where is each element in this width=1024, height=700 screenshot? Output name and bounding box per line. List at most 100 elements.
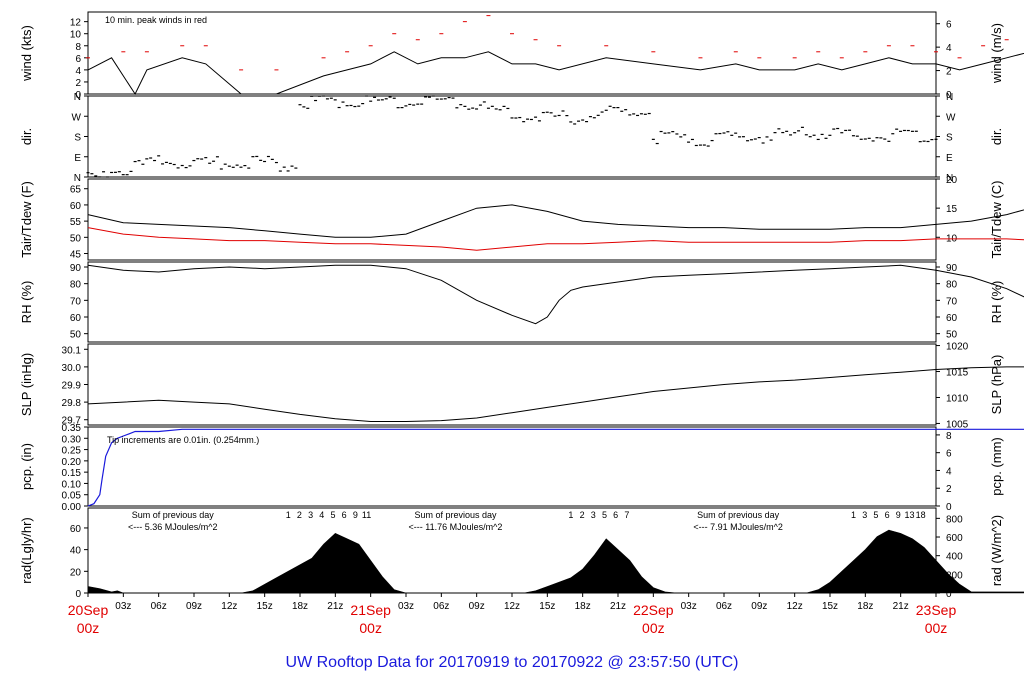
right-tick-label: E bbox=[946, 153, 953, 164]
left-tick-label: 50 bbox=[70, 330, 82, 341]
right-tick-label: 8 bbox=[946, 431, 952, 442]
sum-label: Sum of previous day bbox=[697, 510, 780, 520]
left-tick-label: 12 bbox=[70, 18, 82, 29]
right-axis-label: dir. bbox=[989, 128, 1004, 145]
x-tick-label: 15z bbox=[257, 601, 273, 612]
rad-hour-label: 4 bbox=[319, 510, 324, 520]
sum-label: Sum of previous day bbox=[132, 510, 215, 520]
right-tick-label: 4 bbox=[946, 466, 952, 477]
right-tick-label: 0 bbox=[946, 589, 952, 600]
rad-hour-label: 1 bbox=[568, 510, 573, 520]
right-tick-label: 20 bbox=[946, 175, 958, 186]
tair-line bbox=[87, 204, 1024, 238]
x-tick-label: 03z bbox=[681, 601, 697, 612]
left-tick-label: 0.25 bbox=[62, 446, 82, 457]
panel-frame bbox=[87, 261, 937, 343]
right-axis-label: rad (W/m^2) bbox=[989, 515, 1004, 586]
rad-hour-label: 18 bbox=[916, 510, 926, 520]
x-tick-label: 09z bbox=[751, 601, 767, 612]
x-tick-label: 06z bbox=[716, 601, 732, 612]
left-axis-label: rad(Lgly/hr) bbox=[19, 517, 34, 583]
left-tick-label: 30.0 bbox=[62, 363, 82, 374]
x-tick-label: 03z bbox=[398, 601, 414, 612]
right-tick-label: 800 bbox=[946, 514, 963, 525]
right-axis-label: pcp. (mm) bbox=[989, 437, 1004, 496]
rad-hour-label: 5 bbox=[602, 510, 607, 520]
right-tick-label: N bbox=[946, 92, 953, 103]
right-tick-label: 50 bbox=[946, 330, 958, 341]
radiation-area bbox=[87, 529, 1024, 594]
rad-hour-label: 6 bbox=[342, 510, 347, 520]
left-axis-label: wind (kts) bbox=[19, 25, 34, 82]
right-tick-label: 1005 bbox=[946, 419, 969, 430]
right-axis-label: SLP (hPa) bbox=[989, 355, 1004, 415]
right-tick-label: 15 bbox=[946, 204, 958, 215]
right-tick-label: 400 bbox=[946, 552, 963, 563]
rad-hour-label: 3 bbox=[591, 510, 596, 520]
left-tick-label: 90 bbox=[70, 263, 82, 274]
right-tick-label: 0 bbox=[946, 90, 952, 101]
left-tick-label: 6 bbox=[75, 54, 81, 65]
left-axis-label: SLP (inHg) bbox=[19, 353, 34, 416]
left-axis-label: RH (%) bbox=[19, 281, 34, 324]
left-tick-label: 65 bbox=[70, 185, 82, 196]
left-tick-label: 60 bbox=[70, 524, 82, 535]
rad-hour-label: 9 bbox=[896, 510, 901, 520]
left-tick-label: 0 bbox=[75, 90, 81, 101]
x-date-label: 21Sep bbox=[350, 602, 391, 618]
rad-hour-label: 5 bbox=[873, 510, 878, 520]
x-tick-label: 18z bbox=[857, 601, 873, 612]
right-tick-label: 70 bbox=[946, 296, 958, 307]
right-tick-label: 2 bbox=[946, 67, 952, 78]
x-tick-label: 12z bbox=[221, 601, 237, 612]
left-tick-label: 55 bbox=[70, 217, 82, 228]
chart-title: UW Rooftop Data for 20170919 to 20170922… bbox=[286, 654, 739, 671]
left-tick-label: 8 bbox=[75, 42, 81, 53]
rad-hour-label: 1 bbox=[851, 510, 856, 520]
wind-line bbox=[87, 51, 1024, 96]
panel-frame bbox=[87, 178, 937, 261]
left-tick-label: 4 bbox=[75, 66, 81, 77]
left-tick-label: 29.8 bbox=[62, 398, 82, 409]
x-date-label: 23Sep bbox=[916, 602, 957, 618]
right-tick-label: 60 bbox=[946, 313, 958, 324]
precip-line bbox=[87, 428, 1024, 507]
x-tick-label: 21z bbox=[327, 601, 343, 612]
panel-frame bbox=[87, 11, 937, 95]
rad-hour-label: 2 bbox=[297, 510, 302, 520]
left-axis-label: dir. bbox=[19, 128, 34, 145]
left-tick-label: 2 bbox=[75, 78, 81, 89]
rad-hour-label: 1 bbox=[286, 510, 291, 520]
left-tick-label: 80 bbox=[70, 280, 82, 291]
rad-hour-label: 7 bbox=[624, 510, 629, 520]
tdew-line bbox=[87, 227, 1024, 251]
rh-line bbox=[87, 264, 1024, 325]
x-tick-label: 21z bbox=[893, 601, 909, 612]
right-tick-label: W bbox=[946, 112, 956, 123]
right-axis-label: Tair/Tdew (C) bbox=[989, 180, 1004, 258]
rad-hour-label: 11 bbox=[362, 510, 371, 520]
left-tick-label: 0.05 bbox=[62, 491, 82, 502]
slp-line bbox=[87, 366, 1024, 422]
left-tick-label: W bbox=[72, 112, 82, 123]
x-tick-label: 12z bbox=[504, 601, 520, 612]
sum-value: <--- 11.76 MJoules/m^2 bbox=[409, 522, 503, 532]
left-tick-label: 0 bbox=[75, 589, 81, 600]
rad-hour-label: 5 bbox=[330, 510, 335, 520]
rad-hour-label: 6 bbox=[613, 510, 618, 520]
precip-annotation: Tip increments are 0.01in. (0.254mm.) bbox=[107, 435, 259, 445]
left-tick-label: 50 bbox=[70, 233, 82, 244]
left-tick-label: 0.00 bbox=[62, 502, 82, 513]
left-axis-label: Tair/Tdew (F) bbox=[19, 181, 34, 258]
left-tick-label: N bbox=[74, 173, 81, 184]
left-tick-label: 0.15 bbox=[62, 468, 82, 479]
left-tick-label: 60 bbox=[70, 313, 82, 324]
left-tick-label: 29.7 bbox=[62, 416, 82, 427]
panel-slp: 29.7 29.8 29.9 30.0 30.1 1005 1010 1015 1020 SLP … bbox=[19, 342, 1024, 430]
panel-rh: 50 60 70 80 90 50 60 70 80 90 RH (%) RH (%) bbox=[19, 261, 1024, 343]
